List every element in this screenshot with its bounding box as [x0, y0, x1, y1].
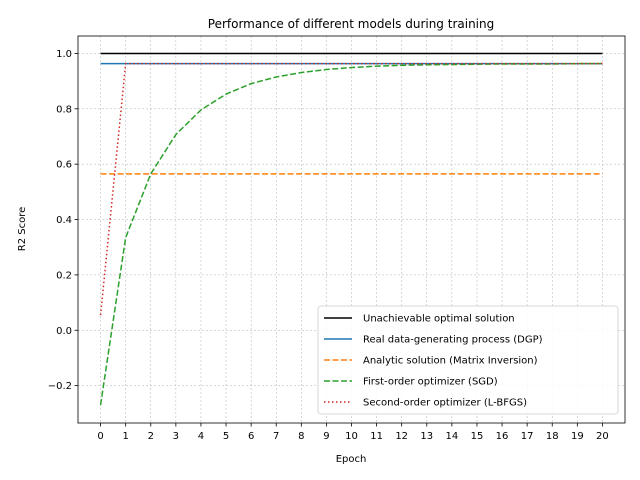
legend-label-0: Unachievable optimal solution [363, 314, 515, 325]
chart-title: Performance of different models during t… [208, 17, 494, 31]
y-tick-label: −0.2 [48, 381, 72, 392]
x-tick-label: 4 [198, 431, 204, 442]
x-tick-label: 18 [546, 431, 559, 442]
legend: Unachievable optimal solution Real data-g… [317, 305, 619, 415]
x-tick-label: 20 [596, 431, 609, 442]
x-tick-label: 8 [298, 431, 304, 442]
x-tick-label: 19 [571, 431, 584, 442]
y-tick-label: 0.8 [56, 104, 72, 115]
series-line-3 [99, 62, 603, 406]
x-tick-label: 12 [395, 431, 408, 442]
series-group [99, 52, 603, 406]
legend-label-1: Real data-generating process (DGP) [363, 335, 543, 346]
y-tick-label: 0.6 [56, 160, 72, 171]
y-tick-label: 0.0 [56, 326, 72, 337]
x-tick-label: 16 [496, 431, 509, 442]
x-tick-label: 2 [148, 431, 154, 442]
x-tick-label: 3 [173, 431, 179, 442]
y-tick-label: 0.2 [56, 270, 72, 281]
legend-frame [317, 305, 619, 415]
x-tick-label: 0 [97, 431, 103, 442]
x-tick-label: 9 [323, 431, 329, 442]
y-axis-label: R2 Score [17, 207, 28, 252]
x-tick-label: 13 [420, 431, 433, 442]
y-axis: −0.2 0.0 0.2 0.4 0.6 0.8 1.0 [48, 49, 78, 392]
x-tick-label: 17 [521, 431, 534, 442]
y-tick-label: 0.4 [56, 215, 72, 226]
x-tick-label: 15 [471, 431, 484, 442]
x-tick-label: 10 [345, 431, 358, 442]
x-tick-label: 7 [273, 431, 279, 442]
x-tick-label: 6 [248, 431, 254, 442]
y-tick-label: 1.0 [56, 49, 72, 60]
x-tick-label: 5 [223, 431, 229, 442]
x-axis: 0 1 2 3 4 5 6 7 8 9 10 11 12 13 14 15 16 17 18 19 20 [97, 423, 609, 442]
x-tick-label: 11 [370, 431, 383, 442]
legend-label-3: First-order optimizer (SGD) [363, 377, 498, 388]
legend-label-2: Analytic solution (Matrix Inversion) [363, 356, 538, 367]
legend-label-4: Second-order optimizer (L-BFGS) [363, 398, 527, 409]
x-tick-label: 1 [122, 431, 128, 442]
x-tick-label: 14 [445, 431, 458, 442]
x-axis-label: Epoch [336, 454, 367, 465]
